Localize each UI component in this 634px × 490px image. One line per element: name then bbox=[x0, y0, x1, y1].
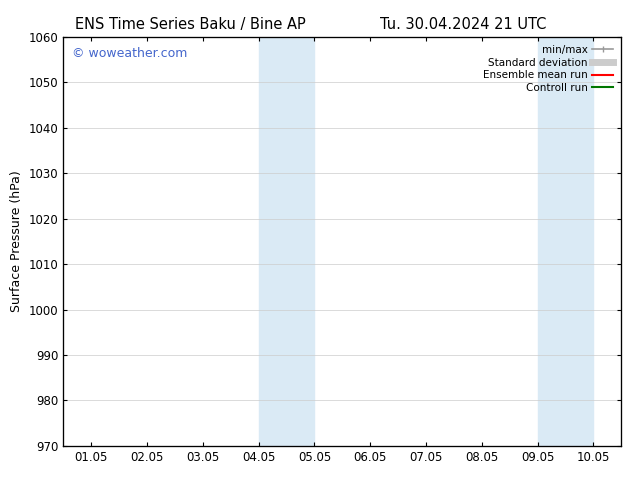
Text: © woweather.com: © woweather.com bbox=[72, 47, 187, 60]
Bar bbox=[538, 37, 593, 446]
Text: Tu. 30.04.2024 21 UTC: Tu. 30.04.2024 21 UTC bbox=[380, 17, 546, 32]
Y-axis label: Surface Pressure (hPa): Surface Pressure (hPa) bbox=[10, 171, 23, 312]
Bar bbox=[259, 37, 314, 446]
Text: ENS Time Series Baku / Bine AP: ENS Time Series Baku / Bine AP bbox=[75, 17, 306, 32]
Legend: min/max, Standard deviation, Ensemble mean run, Controll run: min/max, Standard deviation, Ensemble me… bbox=[480, 42, 616, 96]
